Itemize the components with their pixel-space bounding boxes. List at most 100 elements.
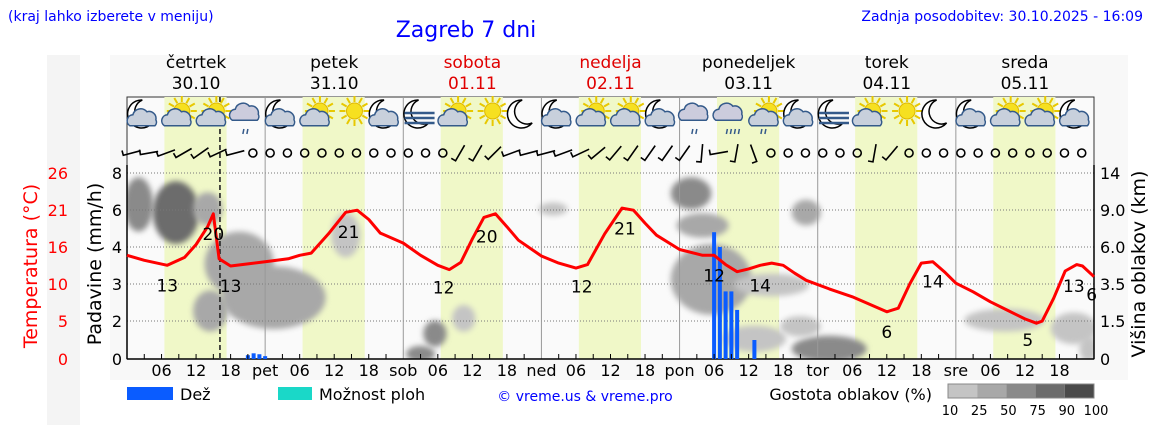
day-abbr-label: sob xyxy=(389,361,417,380)
temperature-label: 13 xyxy=(220,277,242,297)
density-scale-border xyxy=(947,383,1095,399)
wind-barb-icon xyxy=(729,143,739,163)
cloud-height-tick: 3.5 xyxy=(1100,275,1125,294)
last-updated: Zadnja posodobitev: 30.10.2025 - 16:09 xyxy=(861,9,1143,25)
wind-barb-icon xyxy=(172,147,192,159)
rain-bar xyxy=(712,232,717,359)
cloud-patch xyxy=(221,266,326,330)
legend-showers-swatch xyxy=(278,387,312,400)
temperature-tick: 10 xyxy=(48,275,68,294)
hour-label: 12 xyxy=(738,361,758,380)
rain-bar xyxy=(263,356,268,359)
cloud-rain-icon xyxy=(677,102,709,135)
temperature-label: 12 xyxy=(703,266,725,286)
temperature-label: 13 xyxy=(156,276,178,296)
cloud-patch xyxy=(670,177,712,210)
sun-cloud-icon xyxy=(195,96,232,127)
temperature-label: 20 xyxy=(203,225,225,245)
precipitation-tick: 8 xyxy=(112,164,122,183)
hour-label: 06 xyxy=(428,361,448,380)
calm-wind-icon xyxy=(334,148,345,158)
calm-wind-icon xyxy=(1076,148,1087,158)
cloud-patch xyxy=(423,320,447,347)
wind-barb-icon xyxy=(468,144,483,162)
day-name: petek xyxy=(310,53,358,73)
cloud-rain-heavy-icon xyxy=(712,102,744,135)
hour-label: 18 xyxy=(497,361,517,380)
daylight-band xyxy=(855,97,918,359)
wind-barb-icon xyxy=(587,146,606,160)
rain-bar xyxy=(729,291,734,359)
cloud-patch xyxy=(193,290,228,332)
precipitation-tick: 4 xyxy=(112,238,122,257)
density-swatch xyxy=(948,384,978,398)
hour-label: 06 xyxy=(704,361,724,380)
moon-cloud-icon xyxy=(644,99,676,129)
sun-cloud-icon xyxy=(437,96,474,127)
wind-barb-icon xyxy=(749,144,758,164)
wind-barb-icon xyxy=(535,149,556,157)
copyright-link[interactable]: © vreme.us & vreme.pro xyxy=(497,389,672,405)
day-abbr-label: ned xyxy=(526,361,556,380)
temperature-label: 12 xyxy=(433,278,455,298)
wind-barb-icon xyxy=(138,149,159,156)
temperature-tick: 5 xyxy=(58,312,68,331)
density-level-label: 10 xyxy=(942,404,959,419)
cloud-patch xyxy=(406,345,436,359)
cloud-patch xyxy=(127,177,154,232)
temperature-label: 12 xyxy=(571,277,593,297)
rain-bar xyxy=(251,353,256,359)
calm-wind-icon xyxy=(265,148,275,158)
menu-hint[interactable]: (kraj lahko izberete v meniju) xyxy=(8,9,214,25)
moon-cloud-icon xyxy=(368,99,399,129)
wind-barb-icon xyxy=(450,144,466,162)
cloud-density-scale: 10 25 50 75 90 100 xyxy=(942,383,1108,419)
legend-rain-swatch xyxy=(127,387,173,400)
day-date: 03.11 xyxy=(724,74,773,94)
wind-barb-icon xyxy=(518,149,539,157)
temp-axis-strip xyxy=(47,55,80,425)
cloud-patch xyxy=(676,213,729,238)
calm-wind-icon xyxy=(1007,148,1018,158)
cloud-patch xyxy=(1079,335,1094,359)
wind-barb-icon xyxy=(657,145,674,162)
wind-barb-icon xyxy=(623,145,639,162)
precipitation-bars xyxy=(245,232,757,359)
wind-row xyxy=(121,143,1087,164)
temperature-label: 14 xyxy=(749,276,771,296)
cloud-height-tick: 6.0 xyxy=(1100,238,1125,257)
cloud-patch xyxy=(452,305,476,332)
legend: Dež Možnost ploh © vreme.us & vreme.pro … xyxy=(127,383,1108,419)
density-swatch xyxy=(1064,384,1094,398)
cloud-height-axis-title: Višina oblakov (km) xyxy=(1128,171,1150,358)
cloud-patch xyxy=(1050,312,1094,345)
day-name: sobota xyxy=(444,53,502,73)
density-level-label: 25 xyxy=(971,404,988,419)
wind-barb-icon xyxy=(552,149,573,158)
calm-wind-icon xyxy=(800,148,811,158)
day-date: 01.11 xyxy=(448,74,497,94)
rain-bar xyxy=(735,309,740,359)
day-date: 04.11 xyxy=(862,74,911,94)
temperature-label: 6 xyxy=(1086,286,1097,306)
precipitation-tick: 2 xyxy=(112,312,122,331)
hour-label: 06 xyxy=(289,361,309,380)
moon-cloud-icon xyxy=(1058,99,1090,129)
temperature-label: 21 xyxy=(338,223,360,243)
calm-wind-icon xyxy=(438,148,448,158)
temperature-label: 21 xyxy=(614,220,636,240)
day-date: 30.10 xyxy=(172,74,221,94)
calm-wind-icon xyxy=(990,148,1001,158)
moon-icon xyxy=(921,99,948,129)
wind-barb-icon xyxy=(605,145,622,162)
temperature-label: 14 xyxy=(922,273,944,293)
wind-barb-icon xyxy=(569,148,590,158)
day-abbr-label: pet xyxy=(252,361,278,380)
precipitation-tick: 0 xyxy=(112,350,122,369)
cloud-patch xyxy=(791,199,821,226)
calm-wind-icon xyxy=(368,148,379,158)
calm-wind-icon xyxy=(852,148,863,158)
calm-wind-icon xyxy=(282,148,293,158)
calm-wind-icon xyxy=(766,148,776,158)
